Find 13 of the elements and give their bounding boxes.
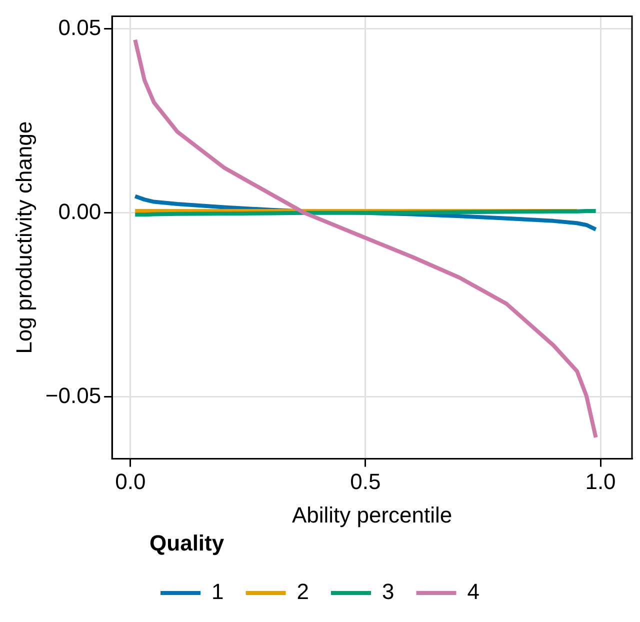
y-tick-label: −0.05 xyxy=(45,383,102,408)
y-axis-title: Log productivity change xyxy=(11,121,36,354)
y-tick-label: 0.00 xyxy=(58,198,102,224)
x-tick-label: 1.0 xyxy=(585,469,616,494)
legend-label: 2 xyxy=(296,579,310,604)
y-tick-label: 0.05 xyxy=(58,14,102,40)
legend-label: 1 xyxy=(212,579,224,604)
x-tick-label: 0.0 xyxy=(115,469,146,494)
x-tick-label: 0.5 xyxy=(350,469,381,494)
legend-label: 3 xyxy=(382,579,394,604)
legend-title: Quality xyxy=(150,530,225,556)
x-axis-title: Ability percentile xyxy=(292,502,452,528)
legend-label: 4 xyxy=(467,579,480,604)
